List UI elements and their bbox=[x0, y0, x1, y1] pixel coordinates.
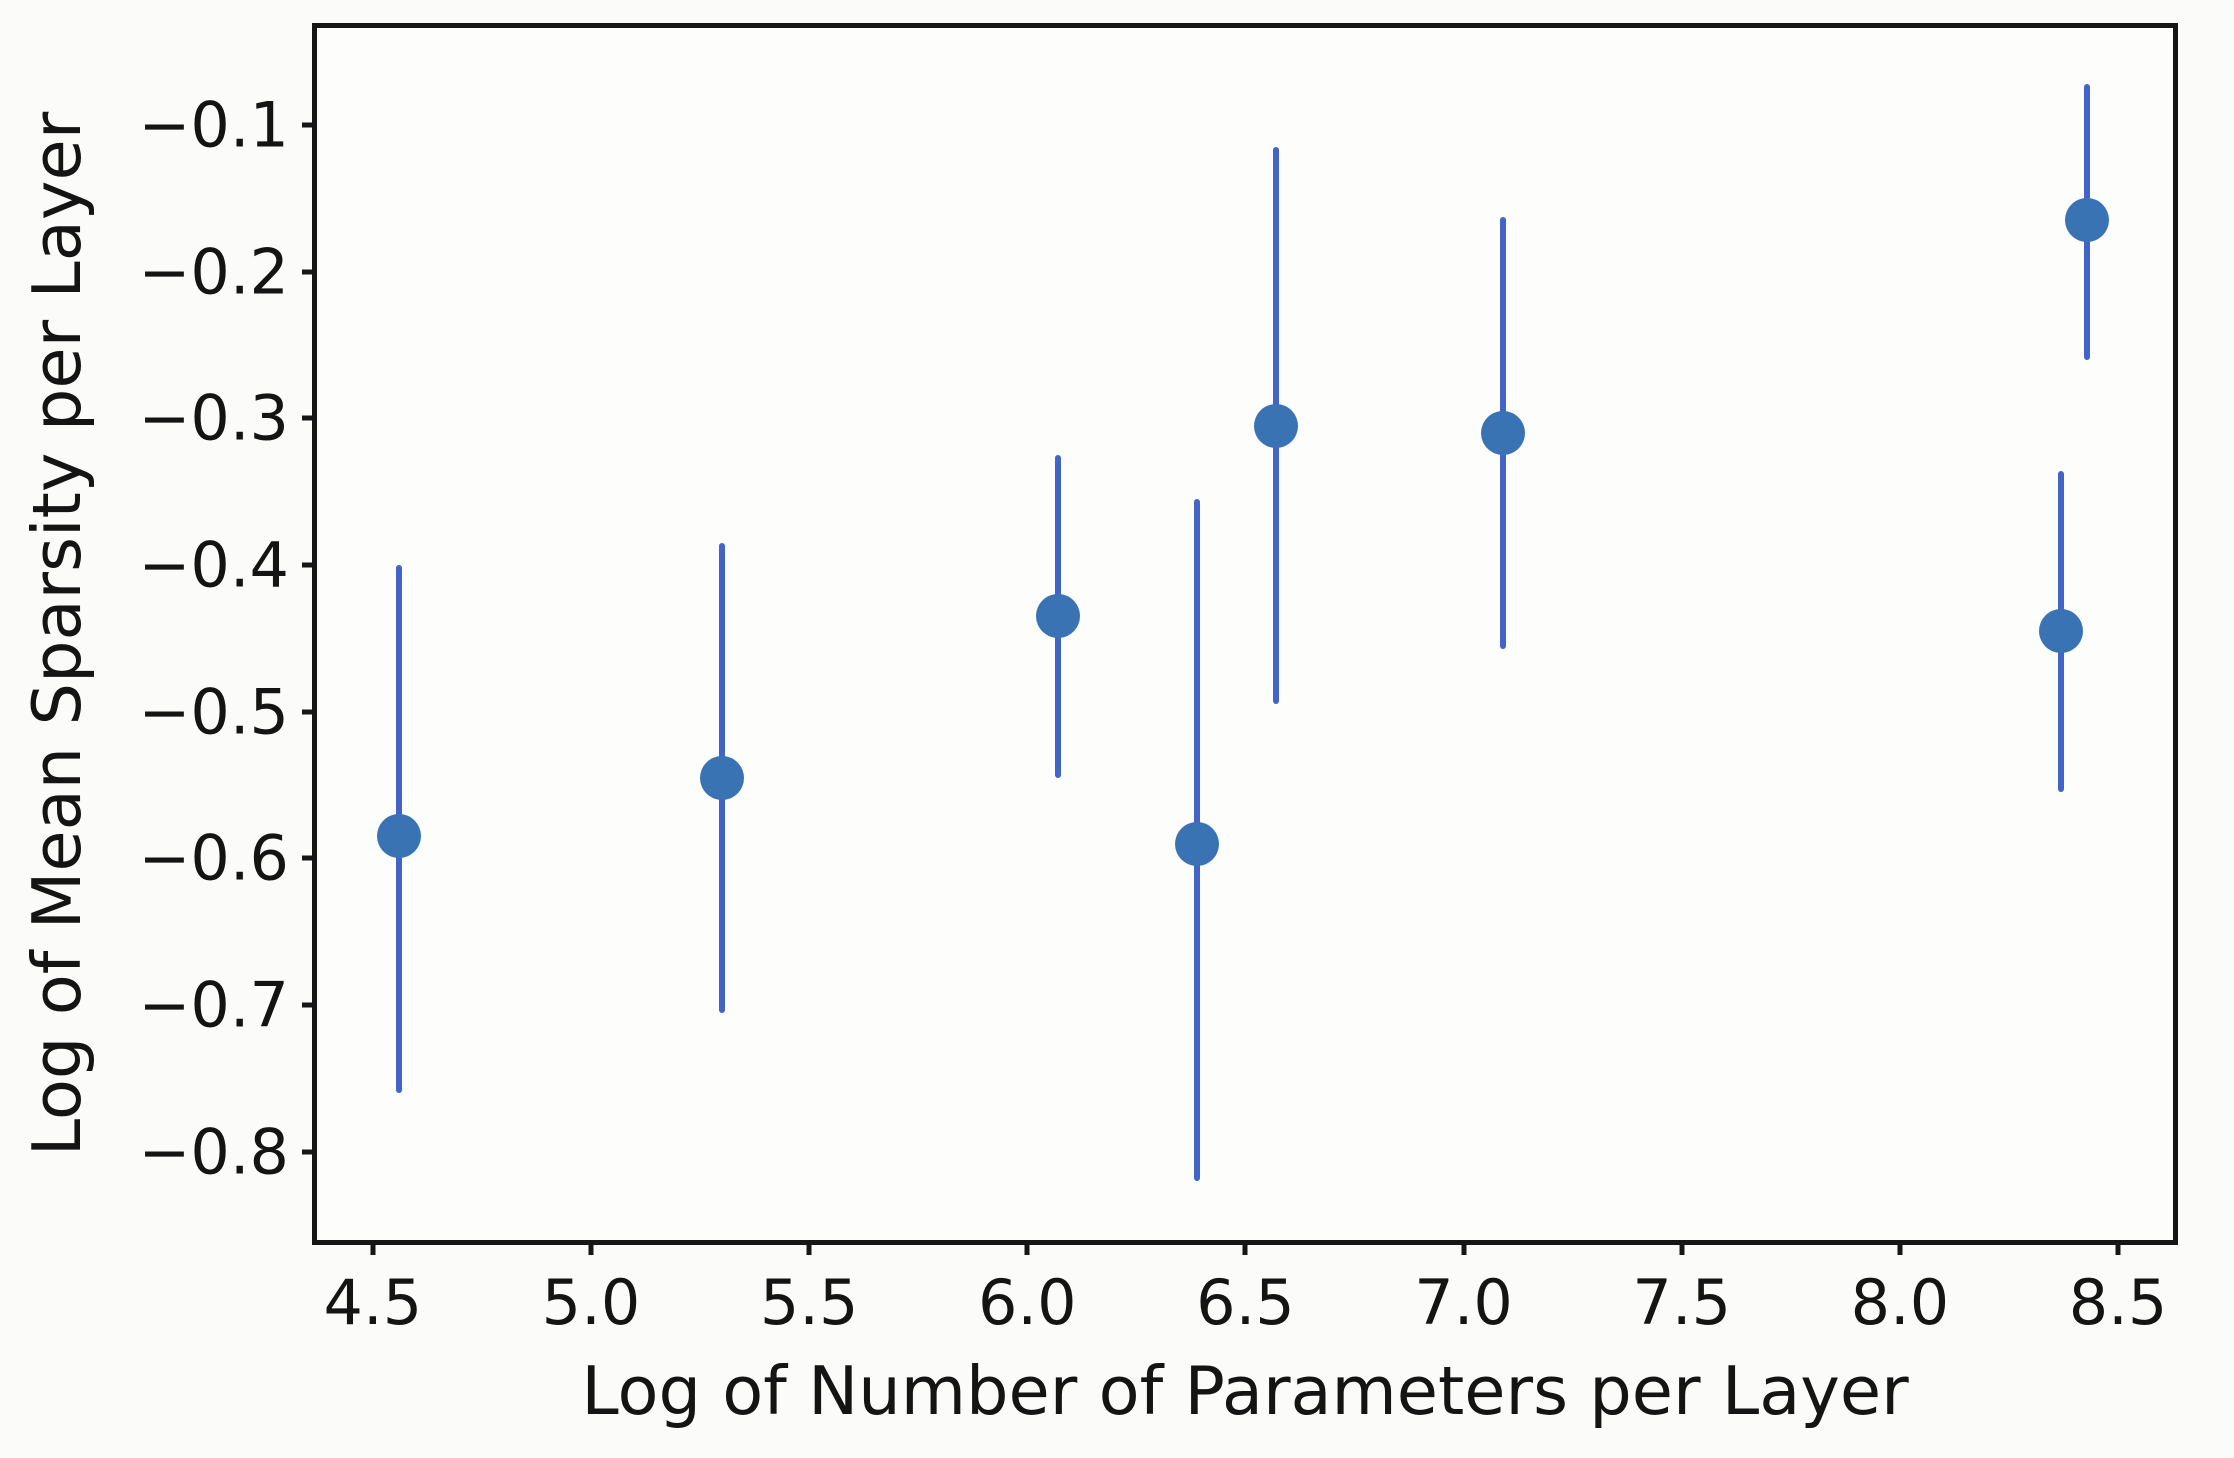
y-tick-mark bbox=[302, 562, 317, 568]
y-axis-label: Log of Mean Sparsity per Layer bbox=[18, 111, 96, 1157]
y-tick-label: −0.6 bbox=[138, 821, 289, 895]
x-tick-label: 5.5 bbox=[759, 1266, 859, 1339]
x-tick-mark bbox=[1242, 1240, 1248, 1255]
data-point bbox=[1035, 594, 1080, 639]
x-tick-mark bbox=[370, 1240, 376, 1255]
y-tick-label: −0.2 bbox=[138, 235, 289, 309]
x-tick-label: 8.5 bbox=[2068, 1266, 2168, 1339]
y-tick-label: −0.3 bbox=[138, 381, 289, 455]
x-tick-label: 6.0 bbox=[977, 1266, 1077, 1339]
x-tick-label: 7.0 bbox=[1414, 1266, 1513, 1339]
x-tick-mark bbox=[2115, 1240, 2121, 1255]
x-tick-label: 7.5 bbox=[1632, 1266, 1732, 1339]
x-tick-mark bbox=[1679, 1240, 1685, 1255]
y-tick-mark bbox=[302, 1002, 317, 1008]
y-tick-label: −0.7 bbox=[138, 968, 289, 1042]
x-tick-label: 4.5 bbox=[323, 1266, 423, 1339]
y-tick-mark bbox=[302, 122, 317, 128]
x-tick-mark bbox=[588, 1240, 594, 1255]
y-tick-mark bbox=[302, 1149, 317, 1155]
y-tick-label: −0.8 bbox=[138, 1115, 289, 1189]
data-point bbox=[1480, 410, 1525, 455]
x-tick-label: 6.5 bbox=[1196, 1266, 1295, 1339]
y-tick-mark bbox=[302, 709, 317, 715]
y-tick-label: −0.5 bbox=[138, 675, 289, 749]
y-tick-label: −0.4 bbox=[138, 528, 289, 602]
x-tick-mark bbox=[1897, 1240, 1903, 1255]
data-point bbox=[1175, 821, 1220, 866]
data-point bbox=[1253, 403, 1298, 448]
x-tick-mark bbox=[806, 1240, 812, 1255]
data-point bbox=[377, 814, 422, 859]
x-tick-label: 8.0 bbox=[1850, 1266, 1950, 1339]
data-point bbox=[2039, 609, 2084, 654]
y-tick-mark bbox=[302, 415, 317, 421]
data-point bbox=[699, 755, 744, 800]
y-tick-label: −0.1 bbox=[138, 88, 289, 162]
x-tick-mark bbox=[1024, 1240, 1030, 1255]
x-tick-mark bbox=[1461, 1240, 1467, 1255]
data-point bbox=[2065, 198, 2110, 243]
y-tick-mark bbox=[302, 269, 317, 275]
x-tick-label: 5.0 bbox=[541, 1266, 641, 1339]
x-axis-label: Log of Number of Parameters per Layer bbox=[581, 1352, 1909, 1430]
plot-area: 4.5 5.0 5.5 6.0 6.5 7.0 7.5 8.0 8.5 −0.1 −0.2 −0.3 −… bbox=[138, 23, 2178, 1339]
y-tick-mark bbox=[302, 855, 317, 861]
